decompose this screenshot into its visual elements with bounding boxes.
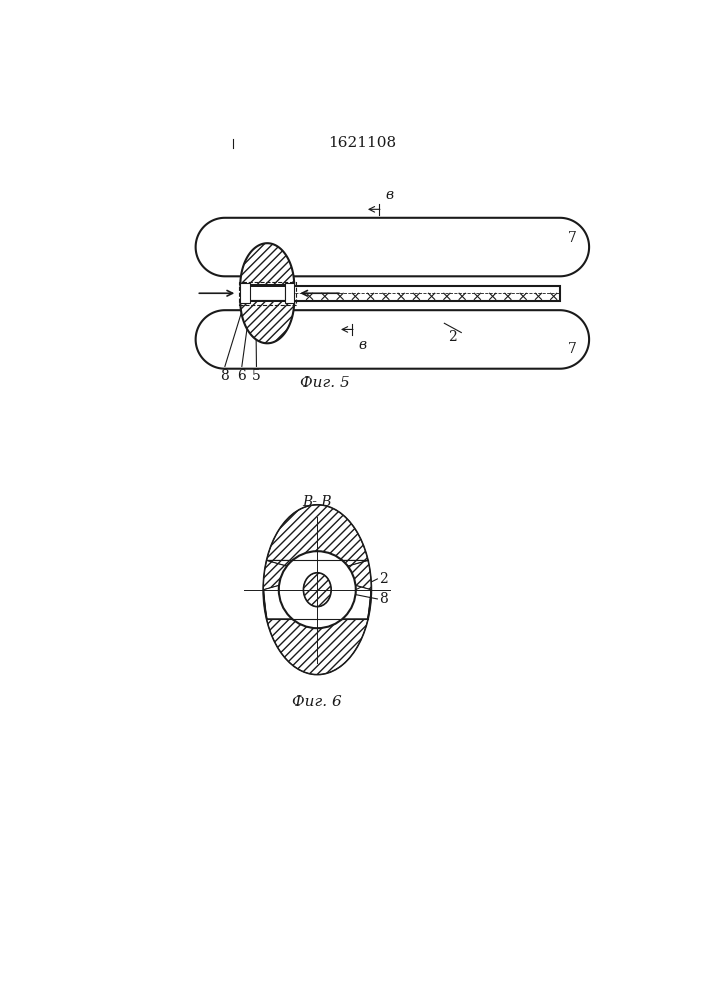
Text: Фиг. 5: Фиг. 5 xyxy=(300,376,350,390)
Ellipse shape xyxy=(303,573,331,607)
Polygon shape xyxy=(240,301,294,343)
Circle shape xyxy=(279,551,356,628)
Ellipse shape xyxy=(264,505,371,674)
Bar xyxy=(285,283,294,303)
Text: 5: 5 xyxy=(252,369,261,383)
Text: в: в xyxy=(385,188,393,202)
Polygon shape xyxy=(196,218,589,276)
Polygon shape xyxy=(264,590,371,674)
Polygon shape xyxy=(240,243,294,286)
Text: 8: 8 xyxy=(221,369,229,383)
Polygon shape xyxy=(264,505,371,590)
Text: В- В: В- В xyxy=(303,495,332,509)
Bar xyxy=(240,283,250,303)
Text: 6: 6 xyxy=(238,369,246,383)
Text: 8: 8 xyxy=(379,592,387,606)
Bar xyxy=(239,282,296,305)
Polygon shape xyxy=(196,310,589,369)
Text: 2: 2 xyxy=(379,572,387,586)
Text: 2: 2 xyxy=(448,330,457,344)
Text: в: в xyxy=(358,338,366,352)
Text: 7: 7 xyxy=(568,231,576,245)
Text: 7: 7 xyxy=(568,342,576,356)
Text: Фиг. 6: Фиг. 6 xyxy=(293,695,342,709)
Bar xyxy=(286,286,560,301)
Text: 1621108: 1621108 xyxy=(328,136,396,150)
